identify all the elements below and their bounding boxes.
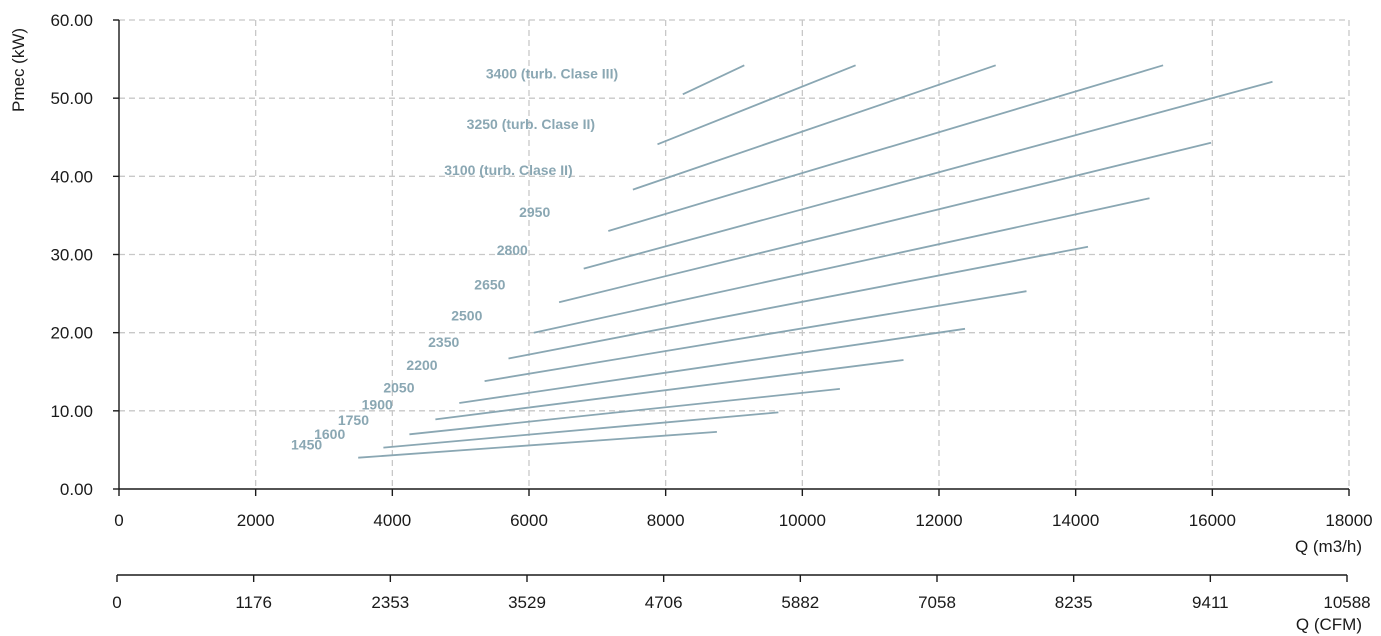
series-label-8: 2500 <box>451 307 482 323</box>
y-tick-label: 0.00 <box>60 480 93 499</box>
x2-tick-label: 7058 <box>918 593 956 612</box>
x-tick-label: 10000 <box>779 511 826 530</box>
series-line-4 <box>435 359 904 421</box>
y-tick-label: 20.00 <box>50 324 93 343</box>
series-label-1: 1450 <box>291 437 322 453</box>
x-tick-label: 14000 <box>1052 511 1099 530</box>
x2-tick-label: 4706 <box>645 593 683 612</box>
series-label-12: 3100 (turb. Clase II) <box>444 162 572 178</box>
y-tick-label: 60.00 <box>50 11 93 30</box>
series-line-12 <box>632 64 996 191</box>
series-label-3: 1750 <box>338 412 369 428</box>
series-line-3 <box>409 388 840 436</box>
x-tick-label: 8000 <box>647 511 685 530</box>
series-line-13 <box>657 64 856 146</box>
x-tick-label: 0 <box>114 511 123 530</box>
series-line-1 <box>358 431 717 459</box>
x-tick-label: 18000 <box>1325 511 1372 530</box>
axes: Pmec (kW) Q (m3/h) Q (CFM) 0.00 10.00 20.0… <box>9 11 1373 634</box>
x-tick-label: 4000 <box>373 511 411 530</box>
series-line-5 <box>459 327 966 404</box>
x2-axis-title: Q (CFM) <box>1296 615 1362 634</box>
series-line-7 <box>508 245 1089 360</box>
x2-tick-label: 9411 <box>1192 593 1229 612</box>
series-line-10 <box>583 80 1273 270</box>
series-line-14 <box>682 64 745 96</box>
x2-tick-label: 2353 <box>371 593 409 612</box>
series-lines <box>358 64 1273 459</box>
y-tick-label: 30.00 <box>50 246 93 265</box>
x2-tick-label: 0 <box>112 593 121 612</box>
series-line-6 <box>484 290 1027 382</box>
series-label-14: 3400 (turb. Clase III) <box>486 65 618 81</box>
x-axis-title: Q (m3/h) <box>1295 537 1362 556</box>
x2-tick-label: 1176 <box>235 593 272 612</box>
x-tick-label: 2000 <box>237 511 275 530</box>
series-line-11 <box>608 64 1164 232</box>
series-label-9: 2650 <box>474 276 505 292</box>
series-label-10: 2800 <box>497 242 528 258</box>
series-line-8 <box>533 197 1150 334</box>
series-label-5: 2050 <box>383 380 414 396</box>
x2-tick-label: 10588 <box>1323 593 1370 612</box>
y-tick-label: 10.00 <box>50 402 93 421</box>
x-tick-label: 12000 <box>915 511 962 530</box>
y-tick-label: 40.00 <box>50 167 93 186</box>
grid <box>119 19 1350 489</box>
series-label-6: 2200 <box>406 357 437 373</box>
series-label-13: 3250 (turb. Clase II) <box>467 116 595 132</box>
y-axis-title: Pmec (kW) <box>9 28 28 112</box>
series-label-11: 2950 <box>519 204 550 220</box>
series-line-9 <box>558 141 1212 304</box>
x-tick-label: 6000 <box>510 511 548 530</box>
y-tick-label: 50.00 <box>50 89 93 108</box>
series-label-2: 1600 <box>314 426 345 442</box>
x2-tick-label: 3529 <box>508 593 546 612</box>
series-label-7: 2350 <box>428 334 459 350</box>
x2-tick-label: 5882 <box>781 593 819 612</box>
x-tick-label: 16000 <box>1189 511 1236 530</box>
series-label-4: 1900 <box>362 397 393 413</box>
series-line-2 <box>383 411 779 449</box>
x2-tick-label: 8235 <box>1055 593 1093 612</box>
